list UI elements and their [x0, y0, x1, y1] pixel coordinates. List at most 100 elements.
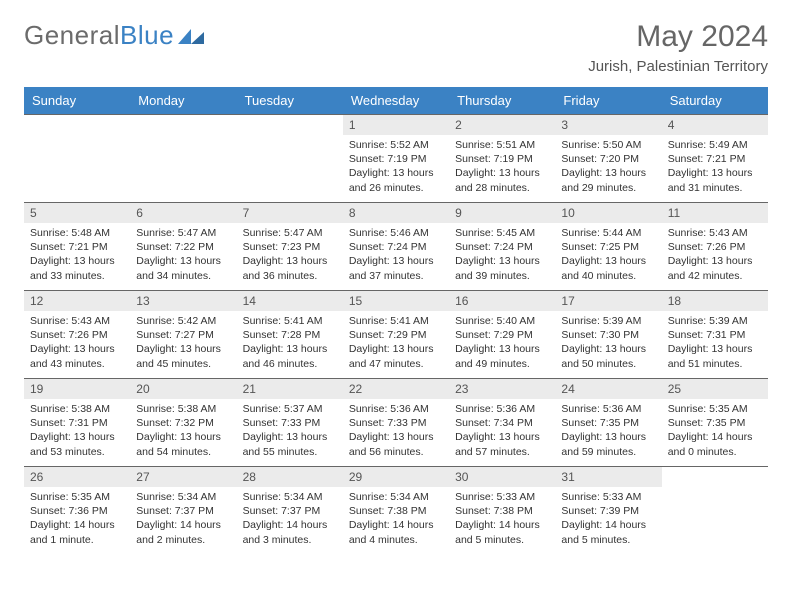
calendar-cell: 26Sunrise: 5:35 AMSunset: 7:36 PMDayligh… — [24, 467, 130, 555]
daylight-text: Daylight: 13 hours and 31 minutes. — [668, 166, 762, 194]
calendar-cell: 12Sunrise: 5:43 AMSunset: 7:26 PMDayligh… — [24, 291, 130, 379]
daylight-text: Daylight: 13 hours and 49 minutes. — [455, 342, 549, 370]
calendar-cell: 16Sunrise: 5:40 AMSunset: 7:29 PMDayligh… — [449, 291, 555, 379]
calendar-cell: 2Sunrise: 5:51 AMSunset: 7:19 PMDaylight… — [449, 115, 555, 203]
day-content: Sunrise: 5:40 AMSunset: 7:29 PMDaylight:… — [449, 311, 555, 375]
calendar-header-row: SundayMondayTuesdayWednesdayThursdayFrid… — [24, 87, 768, 115]
daylight-text: Daylight: 13 hours and 33 minutes. — [30, 254, 124, 282]
day-number: 28 — [237, 467, 343, 487]
day-content: Sunrise: 5:52 AMSunset: 7:19 PMDaylight:… — [343, 135, 449, 199]
day-number: 13 — [130, 291, 236, 311]
day-number: 18 — [662, 291, 768, 311]
daylight-text: Daylight: 14 hours and 4 minutes. — [349, 518, 443, 546]
calendar-cell — [237, 115, 343, 203]
calendar-cell: 20Sunrise: 5:38 AMSunset: 7:32 PMDayligh… — [130, 379, 236, 467]
sunset-text: Sunset: 7:21 PM — [30, 240, 124, 254]
logo: GeneralBlue — [24, 20, 204, 51]
day-number: 12 — [24, 291, 130, 311]
daylight-text: Daylight: 14 hours and 5 minutes. — [455, 518, 549, 546]
daylight-text: Daylight: 13 hours and 46 minutes. — [243, 342, 337, 370]
logo-text-general: General — [24, 20, 120, 51]
day-content: Sunrise: 5:36 AMSunset: 7:35 PMDaylight:… — [555, 399, 661, 463]
day-header: Saturday — [662, 87, 768, 115]
day-number: 24 — [555, 379, 661, 399]
day-content: Sunrise: 5:38 AMSunset: 7:31 PMDaylight:… — [24, 399, 130, 463]
daylight-text: Daylight: 13 hours and 36 minutes. — [243, 254, 337, 282]
calendar-cell: 11Sunrise: 5:43 AMSunset: 7:26 PMDayligh… — [662, 203, 768, 291]
day-number: 25 — [662, 379, 768, 399]
day-number: 29 — [343, 467, 449, 487]
day-content: Sunrise: 5:45 AMSunset: 7:24 PMDaylight:… — [449, 223, 555, 287]
day-content: Sunrise: 5:36 AMSunset: 7:33 PMDaylight:… — [343, 399, 449, 463]
sunset-text: Sunset: 7:38 PM — [349, 504, 443, 518]
sunrise-text: Sunrise: 5:48 AM — [30, 226, 124, 240]
sunset-text: Sunset: 7:25 PM — [561, 240, 655, 254]
sunset-text: Sunset: 7:35 PM — [561, 416, 655, 430]
sunset-text: Sunset: 7:32 PM — [136, 416, 230, 430]
calendar-cell — [662, 467, 768, 555]
day-content: Sunrise: 5:44 AMSunset: 7:25 PMDaylight:… — [555, 223, 661, 287]
sunset-text: Sunset: 7:29 PM — [349, 328, 443, 342]
calendar-body: 1Sunrise: 5:52 AMSunset: 7:19 PMDaylight… — [24, 115, 768, 555]
day-content: Sunrise: 5:46 AMSunset: 7:24 PMDaylight:… — [343, 223, 449, 287]
sunset-text: Sunset: 7:23 PM — [243, 240, 337, 254]
day-content: Sunrise: 5:49 AMSunset: 7:21 PMDaylight:… — [662, 135, 768, 199]
sunset-text: Sunset: 7:19 PM — [455, 152, 549, 166]
logo-text-blue: Blue — [120, 20, 174, 51]
calendar-week: 12Sunrise: 5:43 AMSunset: 7:26 PMDayligh… — [24, 291, 768, 379]
day-number: 19 — [24, 379, 130, 399]
sunrise-text: Sunrise: 5:43 AM — [30, 314, 124, 328]
sunrise-text: Sunrise: 5:51 AM — [455, 138, 549, 152]
sunset-text: Sunset: 7:20 PM — [561, 152, 655, 166]
day-number: 1 — [343, 115, 449, 135]
calendar-cell: 8Sunrise: 5:46 AMSunset: 7:24 PMDaylight… — [343, 203, 449, 291]
calendar-cell: 3Sunrise: 5:50 AMSunset: 7:20 PMDaylight… — [555, 115, 661, 203]
calendar-cell: 10Sunrise: 5:44 AMSunset: 7:25 PMDayligh… — [555, 203, 661, 291]
sunrise-text: Sunrise: 5:38 AM — [30, 402, 124, 416]
calendar-cell: 21Sunrise: 5:37 AMSunset: 7:33 PMDayligh… — [237, 379, 343, 467]
daylight-text: Daylight: 13 hours and 28 minutes. — [455, 166, 549, 194]
calendar-week: 19Sunrise: 5:38 AMSunset: 7:31 PMDayligh… — [24, 379, 768, 467]
sunset-text: Sunset: 7:24 PM — [349, 240, 443, 254]
day-content: Sunrise: 5:33 AMSunset: 7:39 PMDaylight:… — [555, 487, 661, 551]
calendar-cell: 24Sunrise: 5:36 AMSunset: 7:35 PMDayligh… — [555, 379, 661, 467]
day-content: Sunrise: 5:33 AMSunset: 7:38 PMDaylight:… — [449, 487, 555, 551]
sunrise-text: Sunrise: 5:34 AM — [136, 490, 230, 504]
sunrise-text: Sunrise: 5:41 AM — [243, 314, 337, 328]
calendar-cell: 25Sunrise: 5:35 AMSunset: 7:35 PMDayligh… — [662, 379, 768, 467]
sunset-text: Sunset: 7:31 PM — [668, 328, 762, 342]
daylight-text: Daylight: 14 hours and 0 minutes. — [668, 430, 762, 458]
daylight-text: Daylight: 13 hours and 54 minutes. — [136, 430, 230, 458]
calendar-cell: 9Sunrise: 5:45 AMSunset: 7:24 PMDaylight… — [449, 203, 555, 291]
sunset-text: Sunset: 7:37 PM — [136, 504, 230, 518]
calendar-cell: 18Sunrise: 5:39 AMSunset: 7:31 PMDayligh… — [662, 291, 768, 379]
day-number: 17 — [555, 291, 661, 311]
sunrise-text: Sunrise: 5:40 AM — [455, 314, 549, 328]
sunrise-text: Sunrise: 5:47 AM — [243, 226, 337, 240]
daylight-text: Daylight: 13 hours and 59 minutes. — [561, 430, 655, 458]
sunrise-text: Sunrise: 5:33 AM — [455, 490, 549, 504]
calendar-cell: 30Sunrise: 5:33 AMSunset: 7:38 PMDayligh… — [449, 467, 555, 555]
day-number: 2 — [449, 115, 555, 135]
daylight-text: Daylight: 14 hours and 5 minutes. — [561, 518, 655, 546]
sunrise-text: Sunrise: 5:43 AM — [668, 226, 762, 240]
daylight-text: Daylight: 13 hours and 29 minutes. — [561, 166, 655, 194]
calendar-cell: 31Sunrise: 5:33 AMSunset: 7:39 PMDayligh… — [555, 467, 661, 555]
day-content: Sunrise: 5:42 AMSunset: 7:27 PMDaylight:… — [130, 311, 236, 375]
sunset-text: Sunset: 7:35 PM — [668, 416, 762, 430]
daylight-text: Daylight: 13 hours and 57 minutes. — [455, 430, 549, 458]
daylight-text: Daylight: 13 hours and 43 minutes. — [30, 342, 124, 370]
calendar-week: 1Sunrise: 5:52 AMSunset: 7:19 PMDaylight… — [24, 115, 768, 203]
day-content: Sunrise: 5:39 AMSunset: 7:31 PMDaylight:… — [662, 311, 768, 375]
month-title: May 2024 — [588, 20, 768, 54]
sunrise-text: Sunrise: 5:42 AM — [136, 314, 230, 328]
day-header: Friday — [555, 87, 661, 115]
sunrise-text: Sunrise: 5:36 AM — [455, 402, 549, 416]
sunrise-text: Sunrise: 5:41 AM — [349, 314, 443, 328]
day-header: Tuesday — [237, 87, 343, 115]
sunset-text: Sunset: 7:38 PM — [455, 504, 549, 518]
sunrise-text: Sunrise: 5:39 AM — [561, 314, 655, 328]
day-content: Sunrise: 5:51 AMSunset: 7:19 PMDaylight:… — [449, 135, 555, 199]
sunrise-text: Sunrise: 5:34 AM — [243, 490, 337, 504]
daylight-text: Daylight: 13 hours and 26 minutes. — [349, 166, 443, 194]
